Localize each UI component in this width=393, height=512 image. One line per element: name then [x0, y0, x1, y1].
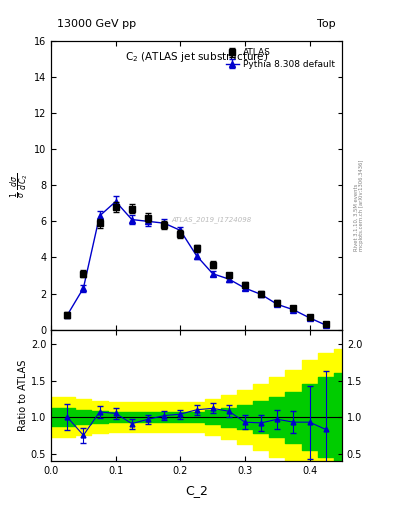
Y-axis label: $\frac{1}{\sigma}\,\frac{d\sigma}{d\,C_2}$: $\frac{1}{\sigma}\,\frac{d\sigma}{d\,C_2…: [8, 173, 31, 198]
Text: ATLAS_2019_I1724098: ATLAS_2019_I1724098: [171, 217, 251, 223]
Text: 13000 GeV pp: 13000 GeV pp: [57, 19, 136, 29]
Legend: ATLAS, Pythia 8.308 default: ATLAS, Pythia 8.308 default: [223, 46, 338, 72]
Y-axis label: Ratio to ATLAS: Ratio to ATLAS: [18, 359, 28, 431]
Text: C_2: C_2: [185, 484, 208, 498]
Text: Rivet 3.1.10, 3.5M events
mcplots.cern.ch [arXiv:1306.3436]: Rivet 3.1.10, 3.5M events mcplots.cern.c…: [354, 159, 364, 250]
Text: C$_2$ (ATLAS jet substructure): C$_2$ (ATLAS jet substructure): [125, 50, 268, 63]
Text: Top: Top: [318, 19, 336, 29]
